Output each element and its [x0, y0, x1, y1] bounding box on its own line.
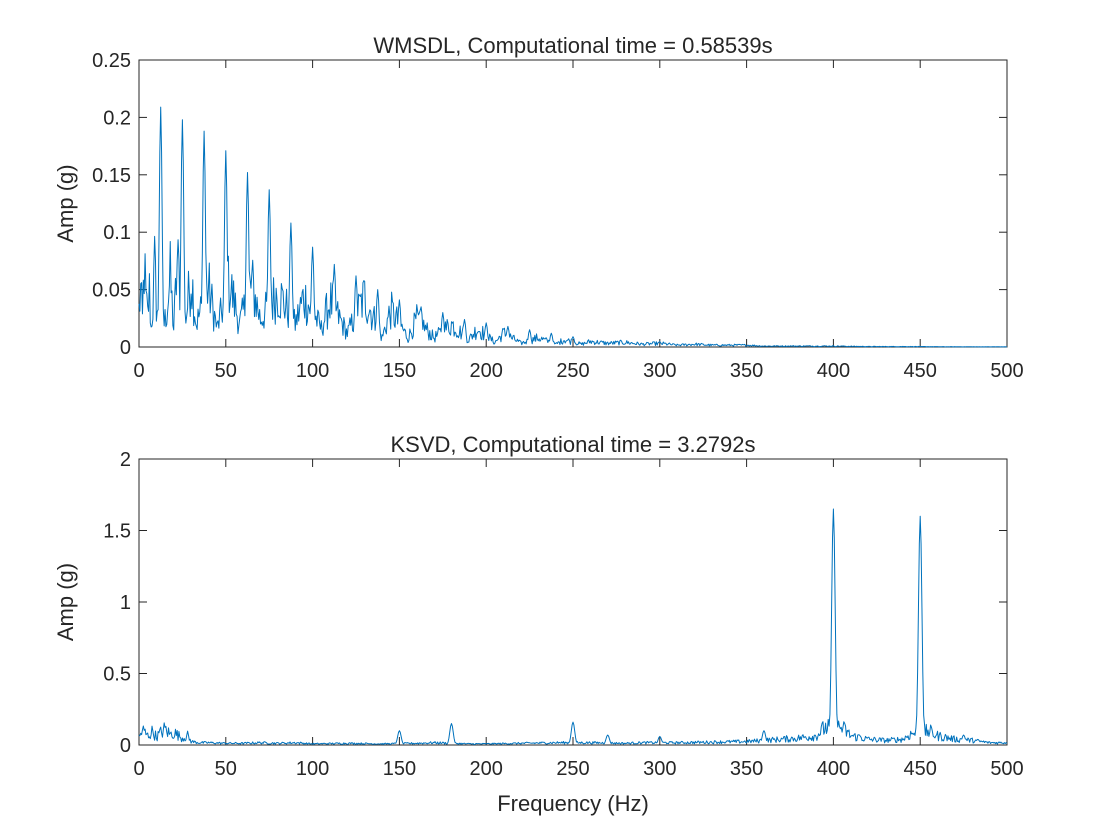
x-tick-label: 450	[904, 758, 937, 780]
y-tick-label: 0.05	[92, 280, 131, 302]
x-tick-label: 50	[215, 758, 237, 780]
x-tick-label: 350	[730, 360, 763, 382]
chart-title-1: WMSDL, Computational time = 0.58539s	[373, 33, 772, 58]
x-tick-label: 250	[556, 360, 589, 382]
x-tick-label: 450	[904, 360, 937, 382]
x-tick-label: 200	[470, 758, 503, 780]
series-line-1	[138, 106, 1008, 348]
x-tick-label: 350	[730, 758, 763, 780]
y-tick-label: 0.15	[92, 165, 131, 187]
x-tick-label: 200	[470, 360, 503, 382]
y-tick-label: 1	[120, 592, 131, 614]
x-tick-label: 250	[556, 758, 589, 780]
y-tick-label: 0.1	[103, 222, 131, 244]
y-tick-label: 0.5	[103, 664, 131, 686]
x-tick-label: 50	[215, 360, 237, 382]
y-tick-label: 0	[120, 337, 131, 359]
y-tick-label: 0.2	[103, 107, 131, 129]
x-tick-label: 100	[296, 360, 329, 382]
y-axis-label: Amp (g)	[53, 563, 78, 641]
y-tick-label: 1.5	[103, 521, 131, 543]
x-tick-label: 150	[383, 360, 416, 382]
x-tick-label: 150	[383, 758, 416, 780]
plot-area-2	[138, 458, 1008, 746]
x-tick-label: 0	[133, 758, 144, 780]
x-tick-label: 400	[817, 758, 850, 780]
y-tick-label: 0.25	[92, 50, 131, 72]
x-tick-label: 300	[643, 360, 676, 382]
y-axis-label: Amp (g)	[53, 164, 78, 242]
y-tick-label: 0	[120, 735, 131, 757]
x-tick-label: 400	[817, 360, 850, 382]
y-tick-label: 2	[120, 449, 131, 471]
x-axis-label: Frequency (Hz)	[497, 791, 649, 816]
x-tick-label: 500	[990, 758, 1023, 780]
x-tick-label: 0	[133, 360, 144, 382]
chart-title-2: KSVD, Computational time = 3.2792s	[390, 432, 755, 457]
x-tick-label: 100	[296, 758, 329, 780]
x-tick-label: 300	[643, 758, 676, 780]
series-line-2	[138, 508, 1008, 745]
x-tick-label: 500	[990, 360, 1023, 382]
